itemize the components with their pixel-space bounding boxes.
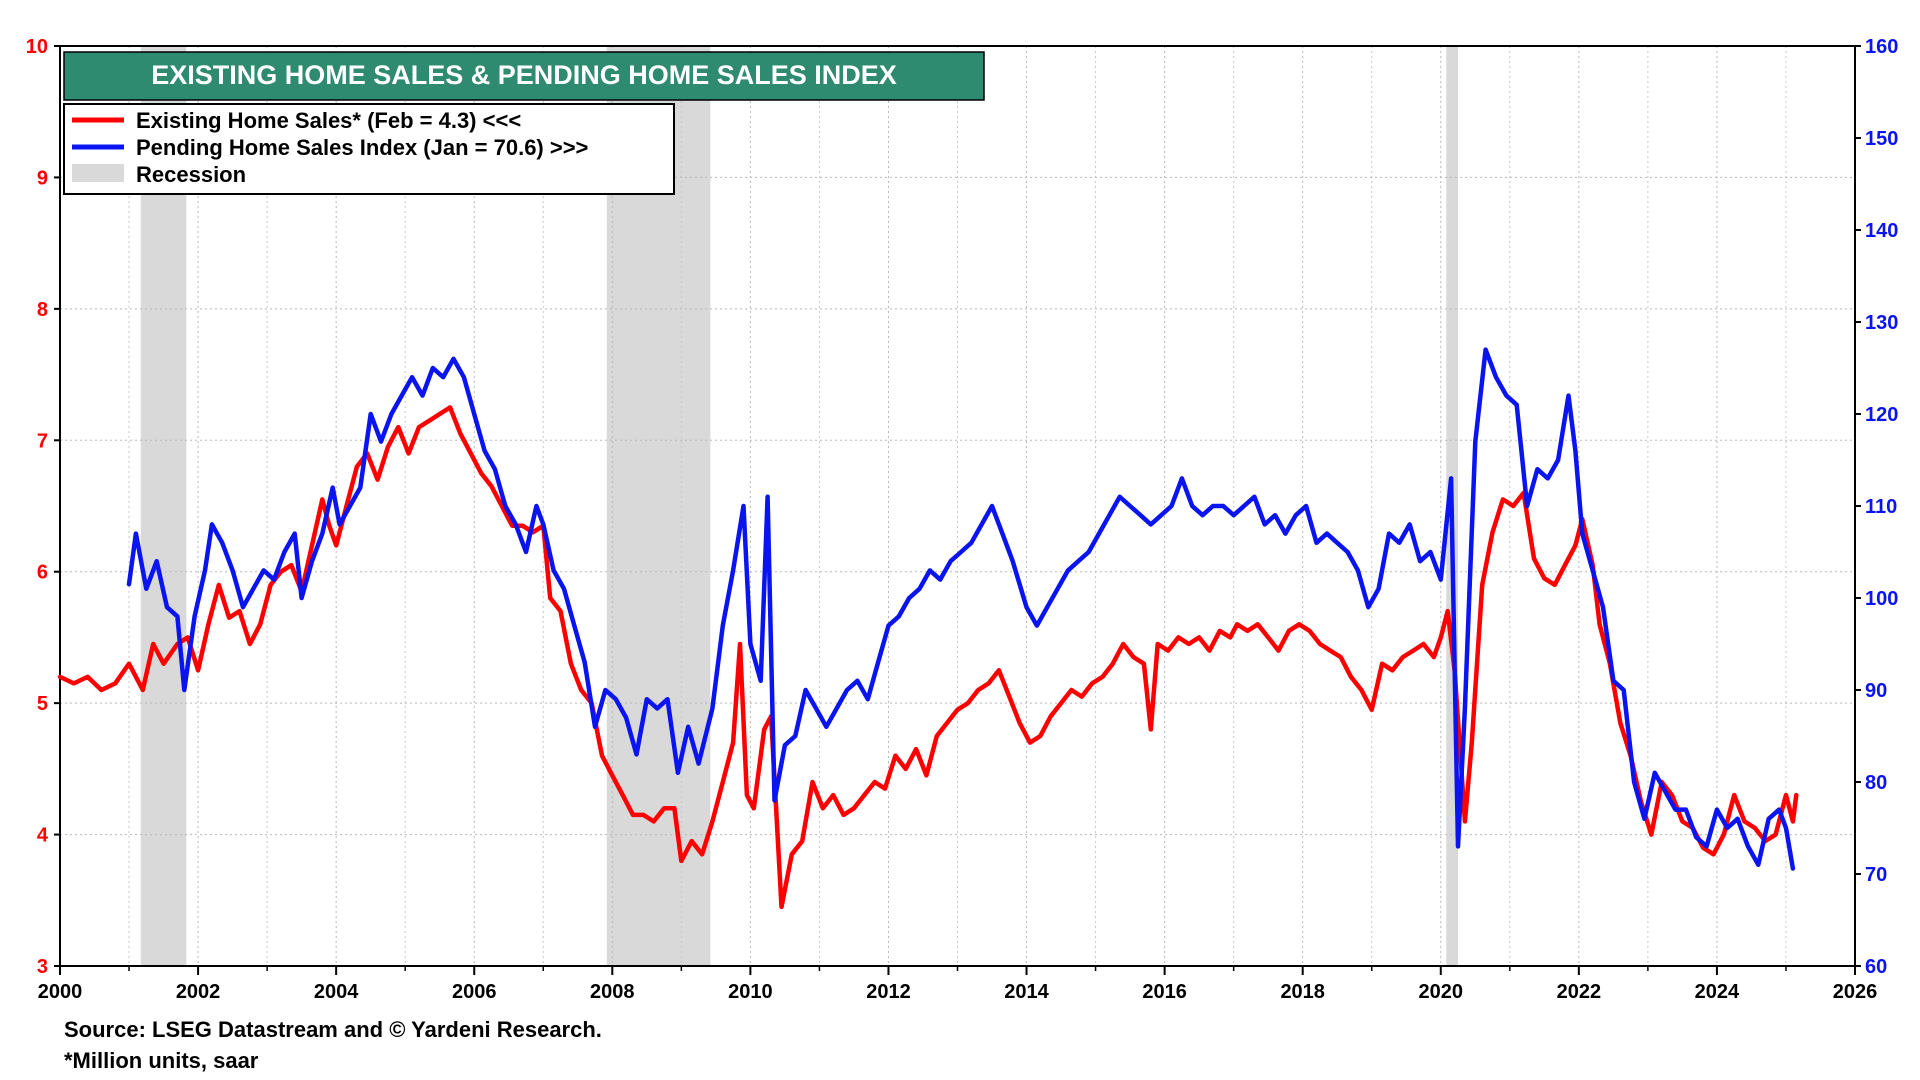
chart-title: EXISTING HOME SALES & PENDING HOME SALES… (151, 60, 897, 90)
legend-label-recession: Recession (136, 162, 246, 187)
series-lines (57, 347, 1799, 910)
left-tick-label-3: 3 (37, 956, 48, 978)
left-tick-label-10: 10 (26, 36, 48, 58)
x-tick-label-2014: 2014 (1004, 981, 1049, 1003)
x-tick-label-2010: 2010 (728, 981, 773, 1003)
legend-label-pending: Pending Home Sales Index (Jan = 70.6) >>… (136, 135, 588, 160)
left-tick-label-7: 7 (37, 430, 48, 452)
right-tick-label-140: 140 (1865, 220, 1898, 242)
right-tick-label-80: 80 (1865, 772, 1887, 794)
x-tick-label-2008: 2008 (590, 981, 635, 1003)
right-tick-label-100: 100 (1865, 588, 1898, 610)
x-tick-label-2020: 2020 (1419, 981, 1464, 1003)
right-tick-label-120: 120 (1865, 404, 1898, 426)
x-tick-label-2026: 2026 (1833, 981, 1878, 1003)
left-tick-label-5: 5 (37, 693, 48, 715)
source-note: Source: LSEG Datastream and © Yardeni Re… (64, 1017, 602, 1042)
gridlines (59, 45, 1856, 967)
right-tick-label-110: 110 (1865, 496, 1897, 518)
x-tick-label-2006: 2006 (452, 981, 497, 1003)
series-existing-home-sales (57, 405, 1799, 910)
title-box: EXISTING HOME SALES & PENDING HOME SALES… (63, 51, 985, 101)
left-tick-label-8: 8 (37, 299, 48, 321)
x-tick-label-2000: 2000 (38, 981, 83, 1003)
units-footnote: *Million units, saar (64, 1048, 259, 1073)
x-tick-label-2022: 2022 (1557, 981, 1602, 1003)
x-tick-label-2018: 2018 (1280, 981, 1325, 1003)
right-tick-label-130: 130 (1865, 312, 1898, 334)
right-tick-label-70: 70 (1865, 864, 1887, 886)
right-tick-label-160: 160 (1865, 36, 1898, 58)
x-tick-label-2004: 2004 (314, 981, 359, 1003)
x-tick-label-2024: 2024 (1695, 981, 1740, 1003)
legend-swatch-recession (72, 164, 124, 182)
x-tick-label-2012: 2012 (866, 981, 911, 1003)
x-tick-label-2002: 2002 (176, 981, 221, 1003)
right-tick-label-60: 60 (1865, 956, 1887, 978)
right-tick-label-90: 90 (1865, 680, 1887, 702)
legend-box (63, 103, 675, 195)
axes: 2000 2002 2004 2006 2008 2010 2012 2014 2016 2018… (26, 36, 1899, 1003)
legend: Existing Home Sales* (Feb = 4.3) <<< Pen… (63, 103, 675, 195)
title-background (63, 51, 985, 101)
legend-label-existing: Existing Home Sales* (Feb = 4.3) <<< (136, 108, 521, 133)
series-pending-home-sales-index (126, 347, 1796, 871)
left-tick-label-6: 6 (37, 562, 48, 584)
recession-band-0 (140, 46, 187, 966)
left-tick-label-4: 4 (37, 825, 49, 847)
right-tick-label-150: 150 (1865, 128, 1898, 150)
x-tick-label-2016: 2016 (1142, 981, 1187, 1003)
left-tick-label-9: 9 (37, 167, 48, 189)
